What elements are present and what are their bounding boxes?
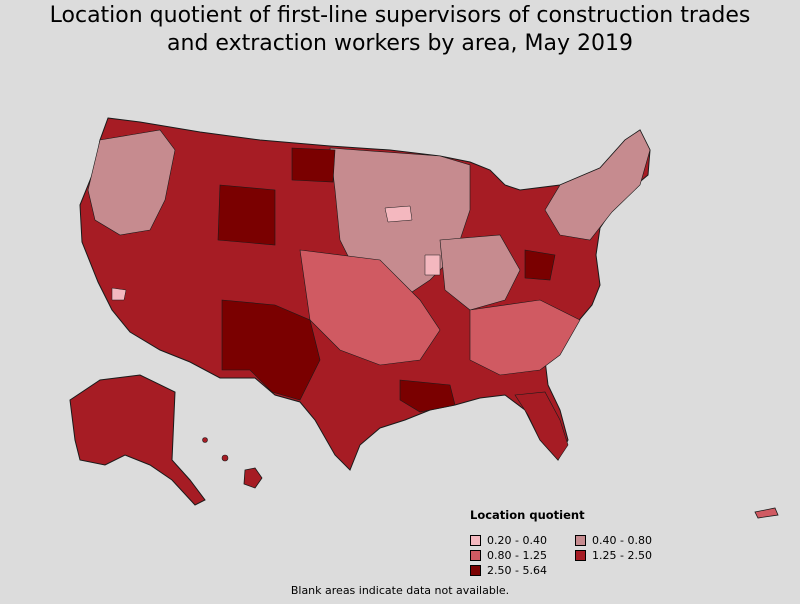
legend-title: Location quotient [470,508,585,522]
puerto-rico [754,507,779,519]
hawaii-island-2 [221,454,229,462]
title-line-1: Location quotient of first-line supervis… [49,3,751,28]
legend-swatch-2 [470,550,481,561]
legend-label-0: 0.20 - 0.40 [487,534,547,547]
legend-item-2: 0.80 - 1.25 [470,549,575,562]
map-title: Location quotient of first-line supervis… [0,0,800,58]
legend-label-1: 0.40 - 0.80 [592,534,652,547]
legend-swatch-4 [470,565,481,576]
region-wyoming [217,184,276,246]
legend-grid: 0.20 - 0.40 0.40 - 0.80 0.80 - 1.25 1.25… [470,534,700,577]
region-southeast [469,299,581,376]
region-spot-wisconsin [384,205,413,223]
alaska [69,374,206,506]
region-new-mexico [221,299,321,401]
region-gulf-coast [399,379,456,413]
legend-item-4: 2.50 - 5.64 [470,564,575,577]
region-florida [514,391,569,461]
region-spot-california [111,287,127,301]
legend-label-3: 1.25 - 2.50 [592,549,652,562]
region-northwest [87,129,176,236]
legend-swatch-0 [470,535,481,546]
region-northeast [544,129,651,241]
footnote: Blank areas indicate data not available. [290,584,510,597]
region-ohio-valley [439,234,521,311]
region-north-dakota [291,147,336,183]
legend-item-3: 1.25 - 2.50 [575,549,680,562]
legend-label-4: 2.50 - 5.64 [487,564,547,577]
region-west-virginia [524,249,556,281]
hawaii-island-3 [202,437,208,443]
legend-swatch-3 [575,550,586,561]
legend-item-1: 0.40 - 0.80 [575,534,680,547]
legend-item-0: 0.20 - 0.40 [470,534,575,547]
legend-label-2: 0.80 - 1.25 [487,549,547,562]
legend-swatch-1 [575,535,586,546]
region-spot-illinois [424,254,441,276]
region-central [299,249,441,366]
hawaii [243,467,263,489]
legend: Location quotient 0.20 - 0.40 0.40 - 0.8… [470,508,700,577]
title-line-2: and extraction workers by area, May 2019 [167,31,633,56]
